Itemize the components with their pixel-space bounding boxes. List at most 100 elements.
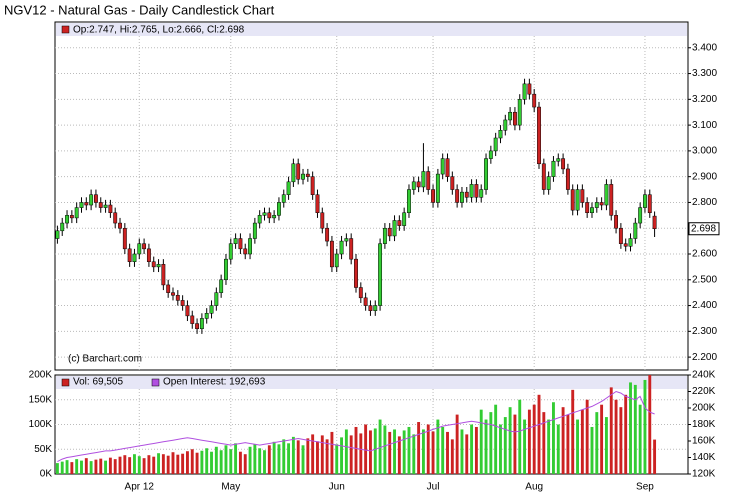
volume-bar — [648, 375, 652, 474]
y-tick-label: 3.100 — [692, 120, 717, 131]
candle-body — [195, 323, 200, 330]
candle-body — [416, 181, 421, 188]
candle-body — [493, 137, 498, 152]
volume-bar — [118, 456, 122, 474]
candle-body — [146, 248, 151, 262]
legend-strip — [56, 23, 687, 36]
volume-bar — [465, 434, 469, 474]
candle-body — [94, 194, 98, 203]
candle-body — [219, 279, 224, 293]
candle-body — [315, 194, 320, 214]
volume-bar — [108, 457, 112, 474]
candle-body — [142, 243, 147, 250]
y2-tick-label: 240K — [692, 370, 716, 381]
volume-bar — [388, 431, 392, 474]
candle-body — [522, 83, 527, 100]
y2-tick-label: 180K — [692, 419, 716, 430]
legend-swatch — [151, 378, 160, 387]
candle-body — [445, 158, 450, 177]
volume-bar — [383, 425, 387, 474]
candle-body — [204, 313, 209, 319]
volume-bar — [354, 426, 358, 474]
candle-body — [397, 220, 402, 226]
volume-bar — [147, 455, 151, 474]
volume-bar — [330, 431, 334, 474]
candle-body — [122, 227, 127, 250]
y2-tick-label: 200K — [692, 403, 716, 414]
volume-bar — [359, 433, 363, 474]
candle-body — [479, 189, 484, 198]
candle-body — [137, 243, 142, 255]
volume-bar — [580, 409, 584, 474]
volume-bar — [214, 446, 218, 474]
volume-bar — [84, 458, 88, 474]
volume-bar — [619, 407, 623, 474]
volume-bar — [133, 454, 136, 474]
volume-bar — [272, 441, 276, 474]
volume-bar — [248, 446, 252, 474]
candle-body — [185, 305, 190, 317]
volume-bar — [258, 448, 262, 474]
volume-bar — [234, 443, 238, 474]
candle-body — [329, 240, 334, 268]
candle-body — [594, 202, 599, 208]
chart-title: NGV12 - Natural Gas - Daily Candlestick … — [4, 2, 275, 17]
candle-body — [652, 215, 657, 229]
volume-bar — [431, 431, 435, 474]
volume-bar — [407, 426, 411, 474]
y-tick-label: 2.600 — [692, 249, 717, 260]
candle-body — [392, 220, 397, 237]
candle-body — [305, 173, 310, 177]
candle-body — [527, 83, 532, 95]
candle-body — [190, 315, 195, 324]
volume-bar — [210, 451, 213, 474]
candle-body — [286, 181, 291, 195]
candle-body — [127, 248, 132, 262]
y-tick-label: 2.900 — [692, 171, 717, 182]
candle-body — [262, 212, 267, 216]
candle-body — [570, 189, 575, 211]
candle-body — [209, 305, 214, 314]
volume-bar — [537, 394, 541, 474]
candle-body — [609, 184, 614, 216]
candle-body — [224, 258, 228, 281]
candle-body — [488, 150, 493, 159]
last-price-box — [688, 222, 720, 236]
volume-bar — [70, 462, 74, 474]
candle-body — [512, 111, 517, 126]
volume-bar — [128, 457, 132, 474]
candle-body — [508, 111, 513, 121]
volume-bar — [157, 453, 160, 474]
candle-body — [426, 171, 431, 190]
volume-bar — [219, 450, 223, 474]
candle-body — [421, 171, 426, 188]
candle-body — [643, 194, 647, 208]
volume-bar — [80, 460, 83, 474]
volume-bar — [633, 384, 637, 474]
candle-body — [171, 292, 175, 296]
volume-bar — [369, 430, 372, 474]
candle-body — [344, 238, 349, 242]
volume-bar — [455, 414, 459, 474]
candle-body — [272, 215, 277, 219]
candle-body — [460, 191, 464, 203]
candle-body — [161, 264, 166, 286]
volume-bar — [123, 455, 127, 474]
candle-body — [431, 189, 435, 203]
x-tick-label: Jul — [427, 482, 440, 493]
x-tick-label: Aug — [525, 482, 543, 493]
x-tick-label: Jun — [329, 482, 345, 493]
volume-bar — [137, 456, 141, 474]
volume-bar — [253, 444, 257, 474]
candle-body — [455, 189, 460, 203]
y-tick-label: 2.800 — [692, 197, 717, 208]
candle-body — [238, 238, 243, 250]
candle-body — [541, 163, 546, 190]
volume-bar — [508, 407, 512, 474]
volume-bar — [513, 414, 517, 474]
volume-bar — [263, 450, 266, 474]
candle-body — [599, 202, 604, 206]
volume-bar — [166, 455, 170, 474]
volume-bar — [614, 399, 618, 474]
volume-bar — [75, 459, 79, 474]
